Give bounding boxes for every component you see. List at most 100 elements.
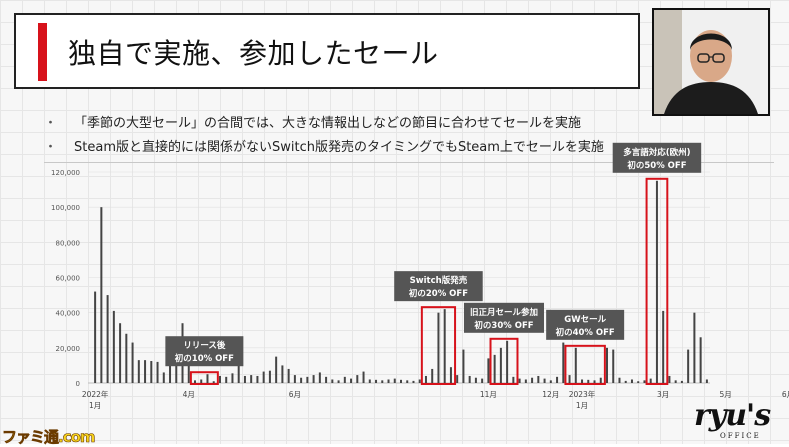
- chart-bar: [668, 375, 671, 383]
- callout-label: リリース後: [183, 340, 226, 351]
- chart-bar: [612, 349, 615, 383]
- chart-bar: [125, 333, 128, 383]
- callout-label: GWセール: [564, 315, 606, 325]
- chart-bar: [431, 368, 434, 383]
- presenter-image: [654, 10, 768, 114]
- y-tick-label: 60,000: [56, 275, 81, 283]
- chart-bar: [655, 180, 658, 383]
- logo-subtext: OFFICE: [720, 432, 761, 440]
- bullet-item: Steam版と直接的には関係がないSwitch版発売のタイミングでもSteam上…: [44, 136, 604, 160]
- chart-bar: [187, 365, 190, 383]
- callout-label: 初の10% OFF: [175, 353, 234, 364]
- chart-bar: [462, 349, 465, 383]
- ryus-office-logo: ryu's OFFICE: [694, 398, 771, 440]
- chart-bar: [325, 376, 328, 383]
- chart-bar: [275, 356, 278, 383]
- chart-bar: [400, 379, 402, 383]
- callout-label: 初の50% OFF: [627, 160, 686, 171]
- chart-bar: [518, 378, 521, 383]
- chart-bar: [137, 360, 140, 383]
- chart-bar: [437, 312, 440, 383]
- chart-bar: [169, 365, 172, 383]
- chart-bar: [699, 337, 702, 383]
- title-box: 独自で実施、参加したセール: [14, 13, 640, 89]
- chart-bar: [194, 380, 196, 383]
- chart-bar: [287, 368, 290, 383]
- x-tick-label: 12月: [542, 390, 559, 399]
- chart-bar: [381, 380, 384, 383]
- separator: [44, 162, 774, 163]
- chart-bar: [693, 312, 696, 383]
- chart-bar: [350, 378, 353, 383]
- y-tick-label: 0: [76, 380, 80, 388]
- chart-bar: [162, 372, 165, 383]
- chart-bar: [250, 375, 253, 383]
- callout-label: 初の30% OFF: [474, 320, 533, 331]
- bullet-list: 「季節の大型セール」の合間では、大きな情報出しなどの節目に合わせてセールを実施 …: [44, 112, 604, 160]
- chart-bar: [687, 349, 690, 383]
- callout-label: 初の20% OFF: [409, 288, 468, 299]
- chart-bar: [406, 380, 409, 383]
- chart-bar: [200, 379, 203, 383]
- callout-box: [612, 142, 702, 173]
- chart-bar: [562, 342, 565, 383]
- chart-bar: [281, 365, 284, 383]
- x-tick-label: 1月: [576, 401, 588, 410]
- chart-bar: [237, 365, 240, 383]
- x-tick-label: 2022年: [82, 389, 109, 399]
- x-tick-label: 6月: [782, 390, 789, 399]
- highlight-box: [564, 344, 606, 386]
- chart-bar: [262, 371, 265, 383]
- y-tick-label: 40,000: [56, 310, 81, 318]
- chart-bar: [624, 380, 627, 383]
- chart-bar: [375, 379, 378, 383]
- logo-text: ryu's: [694, 398, 771, 433]
- x-tick-label: 6月: [289, 390, 301, 399]
- chart-bar: [499, 347, 502, 383]
- presenter-webcam: [652, 8, 770, 116]
- y-tick-label: 80,000: [56, 239, 81, 247]
- chart-bar: [206, 374, 209, 383]
- chart-bar: [112, 310, 115, 383]
- chart-bar: [493, 354, 496, 383]
- highlight-box: [189, 371, 219, 386]
- chart-bar: [606, 347, 608, 383]
- chart-bar: [368, 379, 371, 383]
- highlight-box: [489, 337, 519, 385]
- chart-bar: [212, 381, 215, 383]
- chart-bar: [474, 377, 477, 383]
- x-tick-label: 4月: [183, 390, 195, 399]
- highlight-box: [420, 306, 457, 385]
- y-tick-label: 100,000: [51, 204, 80, 212]
- x-tick-label: 11月: [480, 390, 497, 399]
- chart-bar: [331, 379, 334, 383]
- bullet-item: 「季節の大型セール」の合間では、大きな情報出しなどの節目に合わせてセールを実施: [44, 112, 604, 136]
- title-accent-bar: [38, 23, 47, 81]
- chart-bar: [643, 380, 646, 383]
- x-tick-label: 1月: [89, 401, 101, 410]
- chart-bar: [306, 376, 309, 383]
- chart-bar: [662, 310, 665, 383]
- callout-box: [394, 271, 483, 302]
- chart-bar: [487, 358, 490, 383]
- chart-bar: [318, 372, 321, 383]
- chart-bar: [574, 347, 577, 383]
- chart-bar: [599, 377, 602, 383]
- chart-bar: [587, 379, 590, 383]
- chart-bar: [412, 380, 415, 383]
- chart-bar: [637, 381, 640, 383]
- chart-bar: [387, 379, 390, 383]
- chart-bar: [549, 380, 552, 383]
- chart-bar: [131, 342, 134, 383]
- chart-bar: [393, 378, 396, 383]
- chart-bar: [106, 295, 109, 383]
- callout-label: 旧正月セール参加: [470, 307, 538, 318]
- chart-bar: [568, 375, 571, 383]
- y-tick-label: 120,000: [51, 169, 80, 177]
- callout-label: 多言語対応(欧州): [623, 147, 690, 158]
- chart-bar: [300, 377, 303, 383]
- chart-bar: [543, 378, 546, 383]
- chart-bar: [231, 373, 234, 383]
- chart-bar: [144, 360, 147, 383]
